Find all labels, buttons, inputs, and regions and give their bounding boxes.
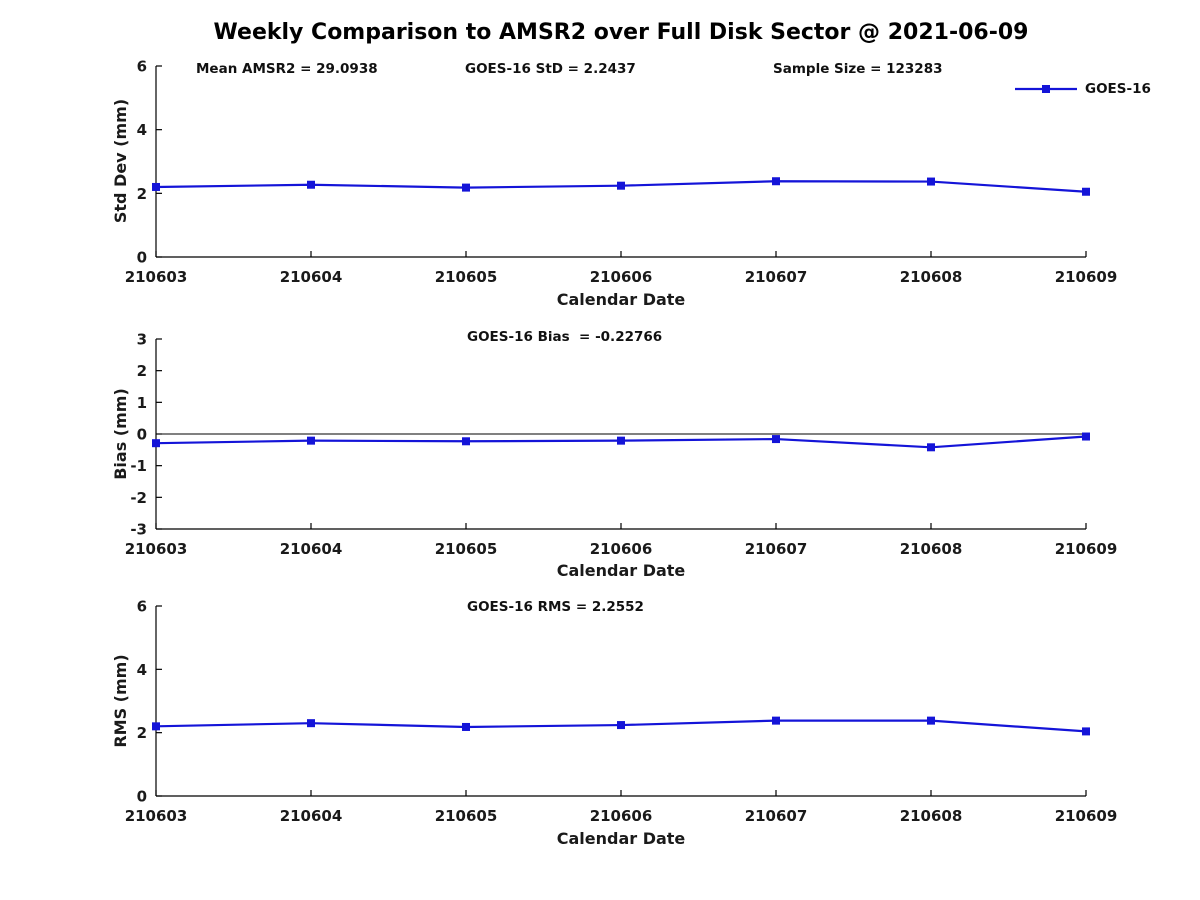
legend: GOES-16 [1014,81,1151,97]
x-tick-label: 210603 [125,807,188,825]
y-tick-label: 2 [137,724,147,742]
data-point-marker [617,721,625,730]
x-tick-label: 210608 [900,268,963,286]
y-tick-label: 2 [137,185,147,203]
annotation-sample-size: Sample Size = 123283 [773,61,943,77]
x-tick-label: 210605 [435,807,498,825]
y-tick-label: 6 [137,598,147,616]
y-tick-label: -2 [130,489,147,507]
x-tick-label: 210603 [125,540,188,558]
y-tick-label: 1 [137,394,147,412]
y-tick-label: 0 [137,426,147,444]
y-tick-label: 6 [137,58,147,76]
x-tick-label: 210604 [280,268,343,286]
y-tick-label: 3 [137,331,147,349]
x-tick-label: 210605 [435,268,498,286]
x-tick-label: 210606 [590,540,653,558]
data-point-marker [462,722,470,731]
annotation-goes16-rms: GOES-16 RMS = 2.2552 [467,599,644,615]
x-tick-label: 210607 [745,807,808,825]
y-tick-label: 2 [137,362,147,380]
y-tick-label: -1 [130,457,147,475]
data-point-marker [927,177,935,186]
legend-label: GOES-16 [1085,81,1151,97]
data-point-marker [462,437,470,446]
data-point-marker [152,182,160,191]
x-tick-label: 210609 [1055,540,1118,558]
data-point-marker [1082,187,1090,196]
y-tick-label: 0 [137,249,147,267]
data-point-marker [927,716,935,725]
x-tick-label: 210608 [900,540,963,558]
data-point-marker [152,722,160,731]
annotation-mean-amsr2: Mean AMSR2 = 29.0938 [196,61,378,77]
data-point-marker [307,180,315,189]
x-axis-label-calendar-date-3: Calendar Date [556,829,686,848]
x-tick-label: 210607 [745,268,808,286]
data-point-marker [462,183,470,192]
x-tick-label: 210604 [280,807,343,825]
data-point-marker [1082,432,1090,441]
data-point-marker [152,439,160,448]
x-tick-label: 210607 [745,540,808,558]
y-tick-label: 4 [137,121,147,139]
x-tick-label: 210606 [590,807,653,825]
data-point-marker [927,443,935,452]
data-point-marker [772,435,780,444]
y-tick-label: 4 [137,661,147,679]
x-tick-label: 210609 [1055,268,1118,286]
data-point-marker [772,716,780,725]
x-axis-label-calendar-date-2: Calendar Date [556,561,686,580]
data-point-marker [307,436,315,445]
x-axis-label-calendar-date-1: Calendar Date [556,290,686,309]
legend-line-marker-icon [1015,85,1077,93]
annotation-goes16-bias: GOES-16 Bias = -0.22766 [467,329,663,345]
data-point-marker [772,177,780,186]
data-point-marker [307,719,315,728]
data-point-marker [617,181,625,190]
x-tick-label: 210608 [900,807,963,825]
y-axis-label-bias: Bias (mm) [111,388,130,480]
annotation-goes16-std: GOES-16 StD = 2.2437 [465,61,636,77]
x-tick-label: 210603 [125,268,188,286]
y-axis-label-stddev: Std Dev (mm) [111,98,130,224]
x-tick-label: 210606 [590,268,653,286]
y-tick-label: -3 [130,521,147,539]
x-tick-label: 210609 [1055,807,1118,825]
figure-title: Weekly Comparison to AMSR2 over Full Dis… [213,20,1029,45]
y-axis-label-rms: RMS (mm) [111,654,130,748]
x-tick-label: 210604 [280,540,343,558]
data-point-marker [1082,727,1090,736]
y-tick-label: 0 [137,788,147,806]
x-tick-label: 210605 [435,540,498,558]
data-point-marker [617,436,625,445]
